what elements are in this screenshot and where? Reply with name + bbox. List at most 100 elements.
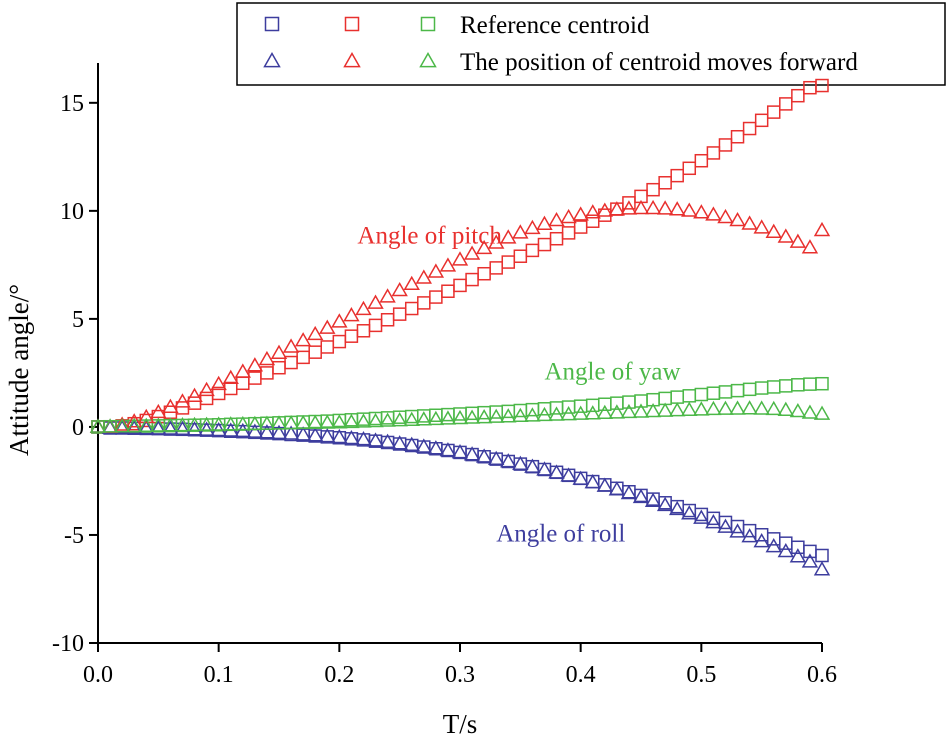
point-pitch-triangle bbox=[162, 398, 179, 413]
point-roll-triangle bbox=[488, 450, 505, 466]
point-yaw-triangle bbox=[222, 416, 239, 431]
point-yaw-triangle bbox=[632, 403, 650, 418]
point-roll-triangle bbox=[451, 444, 469, 459]
point-yaw-triangle bbox=[765, 400, 782, 416]
point-pitch-triangle bbox=[319, 319, 336, 334]
point-roll-triangle bbox=[198, 421, 215, 436]
point-yaw-triangle bbox=[560, 405, 577, 421]
point-pitch-square bbox=[537, 237, 552, 252]
point-pitch-triangle bbox=[367, 294, 384, 309]
point-yaw-triangle bbox=[101, 418, 119, 433]
point-pitch-square bbox=[815, 78, 829, 93]
point-pitch-square bbox=[549, 231, 564, 246]
point-pitch-triangle bbox=[536, 215, 553, 230]
point-pitch-triangle bbox=[512, 224, 529, 239]
point-roll-triangle bbox=[560, 467, 577, 482]
legend-marker-yaw-square bbox=[420, 16, 436, 32]
point-pitch-square bbox=[404, 301, 419, 316]
point-pitch-square bbox=[489, 261, 503, 275]
point-roll-triangle bbox=[681, 505, 698, 520]
point-pitch-square bbox=[284, 355, 298, 370]
point-roll-triangle bbox=[512, 455, 529, 471]
y-tick-label: 15 bbox=[60, 91, 84, 117]
point-yaw-square bbox=[754, 381, 769, 395]
point-pitch-square bbox=[296, 350, 310, 365]
point-yaw-triangle bbox=[319, 414, 336, 429]
point-pitch-triangle bbox=[572, 206, 589, 221]
point-roll-triangle bbox=[693, 509, 710, 524]
point-pitch-triangle bbox=[331, 313, 348, 328]
point-roll-triangle bbox=[186, 421, 203, 436]
point-yaw-triangle bbox=[174, 417, 191, 432]
point-pitch-triangle bbox=[596, 202, 613, 217]
point-pitch-triangle bbox=[174, 393, 191, 408]
point-pitch-triangle bbox=[656, 200, 674, 215]
point-roll-triangle bbox=[379, 433, 396, 448]
point-pitch-square bbox=[646, 182, 660, 197]
point-pitch-square bbox=[320, 340, 335, 354]
point-yaw-triangle bbox=[150, 417, 167, 432]
legend: Reference centroid The position of centr… bbox=[236, 2, 946, 86]
y-axis-title: Attitude angle/° bbox=[4, 284, 34, 456]
point-yaw-square bbox=[766, 380, 781, 394]
point-yaw-triangle bbox=[705, 400, 722, 416]
point-pitch-triangle bbox=[524, 219, 541, 235]
point-roll-triangle bbox=[331, 428, 348, 444]
point-pitch-triangle bbox=[777, 228, 794, 243]
point-pitch-square bbox=[368, 318, 383, 333]
series-roll-square bbox=[91, 420, 829, 563]
legend-marker-roll-triangle bbox=[263, 52, 281, 68]
point-roll-triangle bbox=[536, 461, 553, 476]
point-yaw-triangle bbox=[282, 415, 300, 430]
point-pitch-triangle bbox=[560, 208, 577, 224]
point-roll-triangle bbox=[753, 533, 770, 548]
point-yaw-triangle bbox=[126, 417, 143, 433]
point-roll-triangle bbox=[415, 438, 432, 453]
point-pitch-triangle bbox=[475, 239, 493, 255]
point-pitch-triangle bbox=[355, 300, 372, 316]
point-roll-triangle bbox=[367, 432, 384, 447]
point-roll-triangle bbox=[270, 424, 288, 440]
point-yaw-triangle bbox=[89, 418, 107, 433]
point-pitch-square bbox=[236, 376, 250, 391]
point-pitch-square bbox=[453, 278, 467, 293]
point-yaw-triangle bbox=[270, 415, 288, 430]
point-yaw-triangle bbox=[717, 400, 734, 415]
point-pitch-triangle bbox=[632, 199, 650, 215]
point-yaw-triangle bbox=[198, 416, 215, 431]
point-pitch-square bbox=[344, 329, 359, 343]
point-yaw-triangle bbox=[536, 406, 553, 422]
point-pitch-triangle bbox=[789, 233, 807, 248]
point-yaw-triangle bbox=[403, 411, 420, 426]
point-roll-square bbox=[815, 548, 829, 563]
y-tick-label: 10 bbox=[60, 199, 84, 225]
point-roll-triangle bbox=[632, 488, 650, 504]
point-yaw-triangle bbox=[234, 415, 251, 431]
point-pitch-square bbox=[513, 249, 528, 263]
point-pitch-triangle bbox=[126, 413, 143, 428]
point-pitch-triangle bbox=[186, 387, 203, 402]
point-pitch-square bbox=[260, 366, 274, 380]
point-roll-triangle bbox=[162, 420, 179, 435]
x-ticks: 0.0 0.1 0.2 0.3 0.4 0.5 0.6 bbox=[83, 643, 837, 688]
point-pitch-triangle bbox=[705, 206, 722, 221]
point-pitch-triangle bbox=[113, 416, 131, 431]
legend-label-reference-centroid: Reference centroid bbox=[460, 12, 650, 39]
point-yaw-triangle bbox=[210, 416, 227, 431]
point-roll-triangle bbox=[391, 435, 408, 450]
x-tick-label: 0.5 bbox=[686, 662, 716, 688]
point-yaw-square bbox=[730, 383, 745, 398]
point-roll-triangle bbox=[463, 446, 481, 461]
point-yaw-triangle bbox=[379, 412, 396, 427]
point-yaw-triangle bbox=[596, 404, 613, 420]
point-roll-triangle bbox=[765, 538, 782, 553]
point-yaw-triangle bbox=[572, 405, 589, 420]
legend-label-centroid-forward: The position of centroid moves forward bbox=[460, 49, 858, 76]
point-pitch-triangle bbox=[644, 199, 662, 215]
plot-marks bbox=[89, 78, 831, 576]
point-yaw-triangle bbox=[488, 408, 505, 423]
point-yaw-triangle bbox=[439, 410, 457, 425]
point-roll-triangle bbox=[813, 561, 831, 576]
point-roll-triangle bbox=[355, 431, 372, 446]
point-yaw-square bbox=[815, 376, 829, 391]
